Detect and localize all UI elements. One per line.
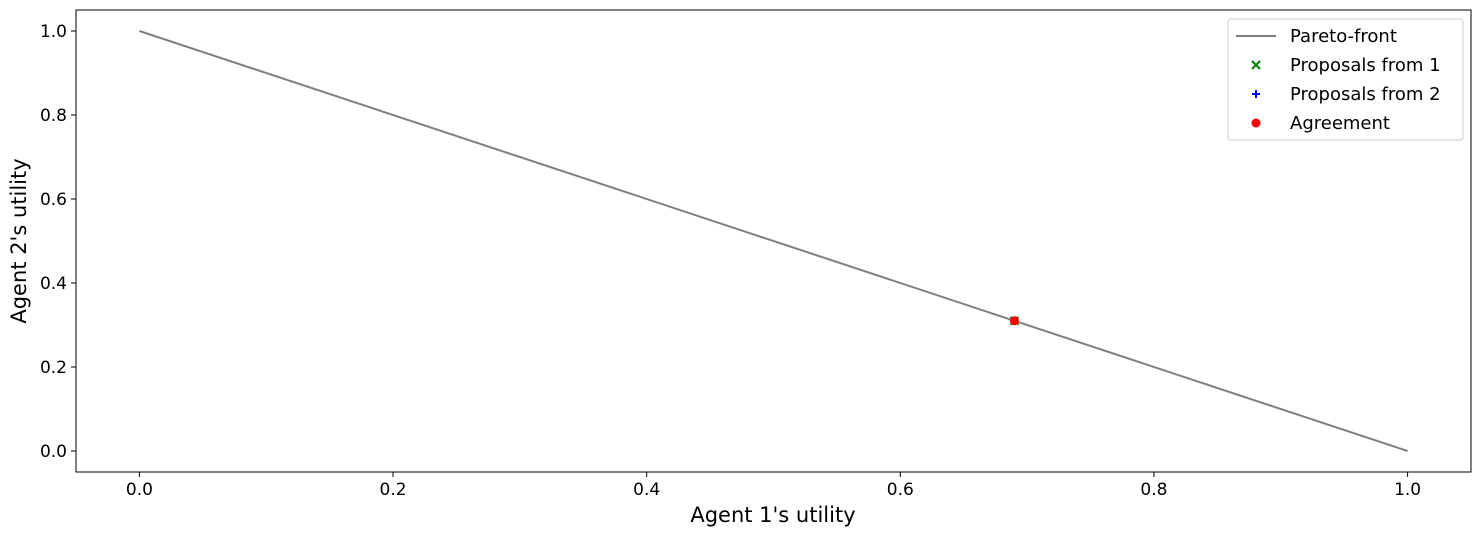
agreement-marker xyxy=(1009,316,1019,326)
y-tick-label: 1.0 xyxy=(40,22,67,42)
x-axis-label: Agent 1's utility xyxy=(690,503,855,527)
legend-entry: Proposals from 2 xyxy=(1252,84,1441,105)
plot-area: 0.0 0.2 0.4 0.6 0.8 1.0 0.0 0.2 0.4 0.6 0.8 1.0 xyxy=(40,9,1472,500)
legend-label: Agreement xyxy=(1290,113,1390,134)
legend-marker-swatch-stroke xyxy=(1251,60,1261,70)
legend-box xyxy=(1227,18,1464,141)
x-tick-label: 1.0 xyxy=(1394,480,1421,500)
y-tick-label: 0.2 xyxy=(40,358,67,378)
legend-label: Proposals from 2 xyxy=(1290,84,1441,105)
legend-entry: Agreement xyxy=(1251,113,1390,134)
agreement-marker-dot xyxy=(1009,316,1019,326)
legend-entry: Pareto-front xyxy=(1236,26,1397,47)
y-tick-label: 0.6 xyxy=(40,190,67,210)
x-tick-label: 0.4 xyxy=(633,480,660,500)
x-tick-label: 0.2 xyxy=(380,480,407,500)
x-tick-label: 0.0 xyxy=(126,480,153,500)
pareto-front-line xyxy=(139,30,1408,452)
y-tick-label: 0.8 xyxy=(40,106,67,126)
y-tick-label: 0.0 xyxy=(40,442,67,462)
y-axis-label: Agent 2's utility xyxy=(7,158,31,323)
legend-marker-swatch xyxy=(1251,60,1261,70)
axes-frame xyxy=(75,9,1472,473)
x-tick-label: 0.6 xyxy=(887,480,914,500)
legend: Pareto-front Proposals from 1 Proposals fr… xyxy=(1227,18,1464,141)
y-tick-label: 0.4 xyxy=(40,274,67,294)
legend-marker-swatch-dot xyxy=(1251,118,1261,128)
legend-entry: Proposals from 1 xyxy=(1251,55,1441,76)
legend-label: Pareto-front xyxy=(1290,26,1397,47)
legend-marker-swatch xyxy=(1251,118,1261,128)
legend-marker-swatch xyxy=(1252,90,1260,98)
legend-label: Proposals from 1 xyxy=(1290,55,1441,76)
x-tick-label: 0.8 xyxy=(1140,480,1167,500)
